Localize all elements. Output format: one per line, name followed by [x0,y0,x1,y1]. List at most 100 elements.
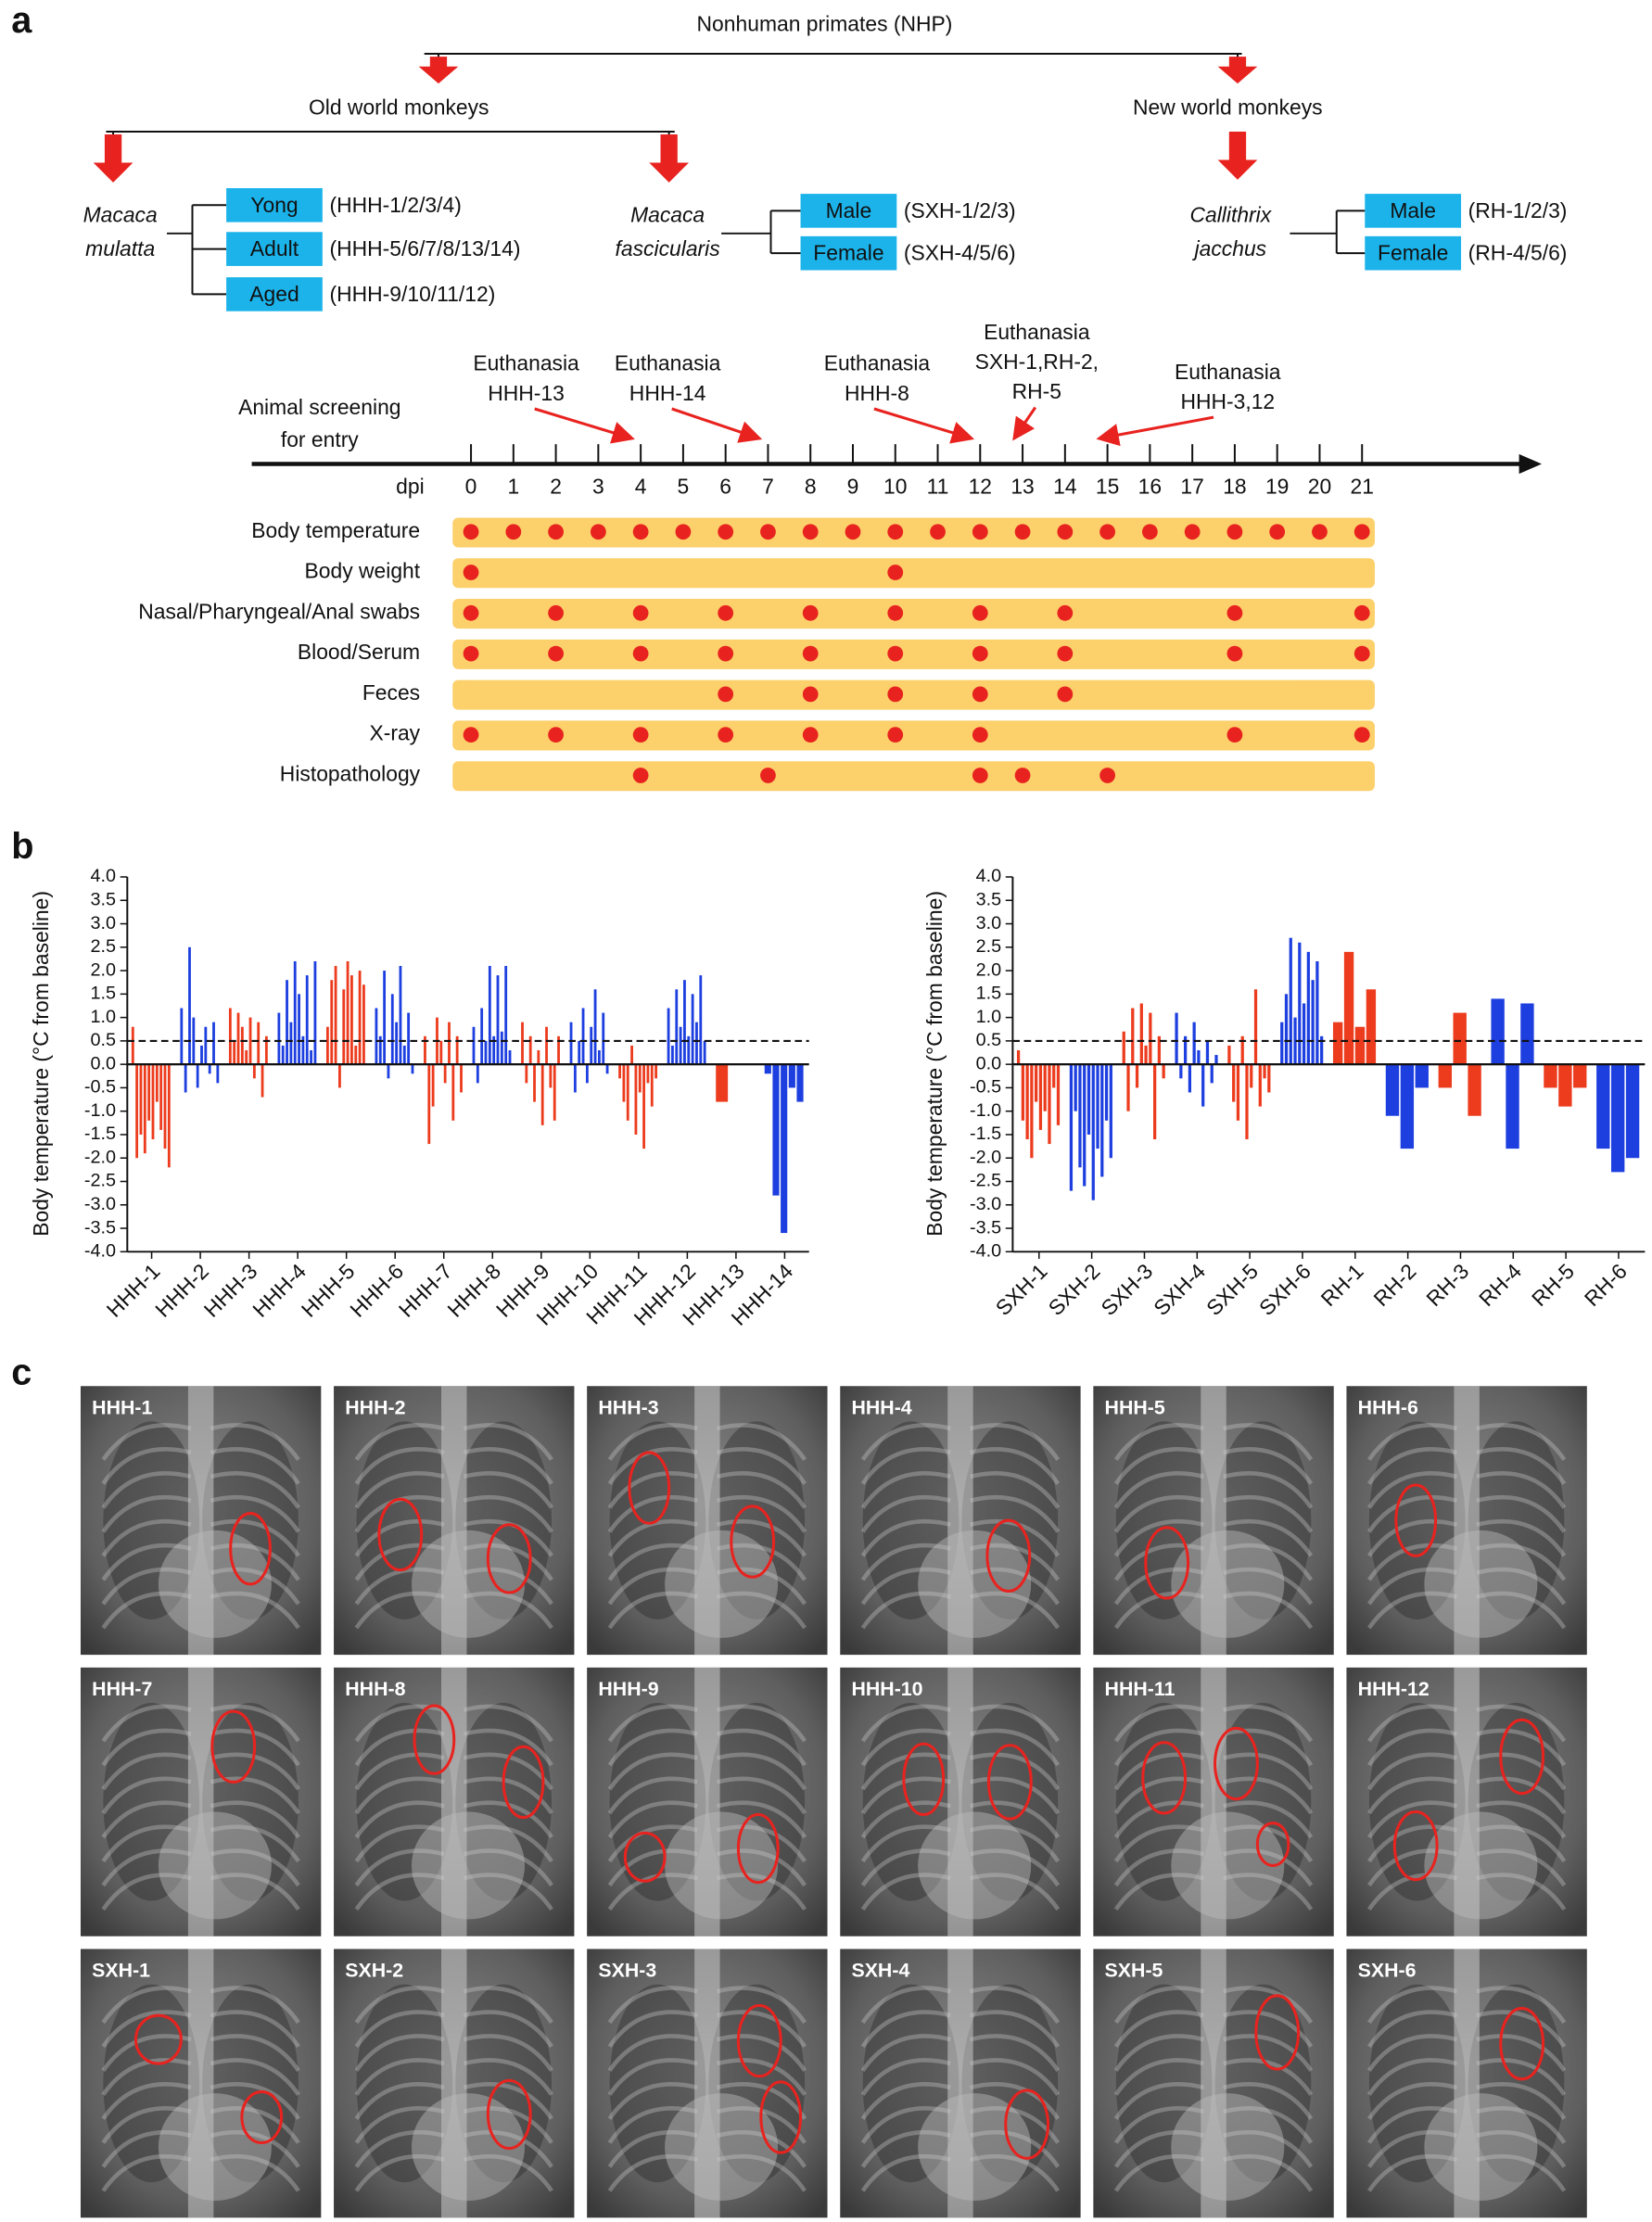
rib [354,1591,445,1630]
rib [970,1986,1061,2025]
rib [716,1447,807,1485]
bar [642,1064,645,1149]
tick-label: 16 [1138,474,1162,498]
rib [354,1567,445,1606]
rib [1113,1518,1204,1557]
sample-dot [1099,768,1116,783]
lesion-circle [1499,2007,1545,2081]
tree-root: Nonhuman primates (NHP) [697,12,953,36]
rib [1223,2130,1314,2168]
rib [607,1471,698,1509]
bar [675,989,679,1065]
rib [463,1776,553,1815]
y-tick-label: 1.5 [91,984,117,1004]
bar [358,971,362,1065]
rib [1113,1986,1204,2025]
rib [463,2130,553,2168]
group-label: New world monkeys [1133,95,1323,120]
bar [1415,1064,1429,1088]
rib [860,1776,951,1815]
rib [970,2153,1061,2192]
rib [354,1423,445,1461]
sample-dot [463,727,479,743]
xray-label: SXH-4 [851,1960,909,1982]
xray-label: HHH-9 [598,1678,658,1700]
tick-label: 1 [507,474,519,498]
rib [607,2034,698,2072]
bar [638,1064,642,1093]
bar [212,1022,215,1065]
bar [1332,1022,1343,1065]
lesion-circle [133,2013,183,2065]
bar [1284,994,1289,1065]
rib [1476,1471,1567,1509]
bar [1596,1064,1610,1149]
row-label: Nasal/Pharyngeal/Anal swabs [138,599,420,623]
bar [1293,1017,1297,1065]
subgroup-label: Female [1378,241,1448,265]
bar [1289,937,1292,1065]
xray-label: HHH-11 [1105,1678,1175,1700]
sample-dot [632,768,649,783]
y-tick-label: -2.5 [970,1171,1001,1191]
bar [1144,1045,1148,1065]
bar [1025,1064,1029,1140]
rib [1476,1494,1567,1533]
lesion-circle [502,1745,545,1820]
heart [918,2093,1032,2202]
rib [210,1873,300,1911]
x-tick-label: RH-3 [1421,1259,1473,1311]
lesion-circle [730,1505,776,1579]
euthanasia-label: HHH-8 [845,381,909,405]
sample-dot [1226,604,1243,621]
rib [716,2153,807,2192]
rib [860,1986,951,2025]
rib [354,2130,445,2168]
rib [860,1543,951,1581]
rib [1113,1752,1204,1791]
bar [180,1008,184,1065]
rib [354,1728,445,1767]
bar [1100,1064,1104,1177]
bar [703,1040,706,1065]
rib [101,2010,192,2049]
xray-label: SXH-6 [1358,1960,1417,1982]
rib [1113,1591,1204,1630]
sample-dot [802,686,819,703]
bar [484,1040,488,1065]
sample-dot [463,604,479,621]
rib [354,2153,445,2192]
bar [593,989,597,1065]
tick-label: 19 [1265,474,1289,498]
rib [1476,1776,1567,1815]
rib [970,1800,1061,1839]
rib [1476,2106,1567,2144]
lung [1115,1702,1213,1901]
rib [1223,1567,1314,1606]
lesion-circle [1255,1822,1290,1867]
bar [796,1064,804,1102]
rib [1113,2153,1204,2192]
sample-dot [1353,727,1370,743]
rib [1223,1447,1314,1485]
bar [330,980,334,1065]
x-tick-label: RH-2 [1368,1259,1420,1311]
lung [202,1702,299,1901]
bar [1253,989,1258,1065]
bar [521,1022,524,1065]
spine [1201,1667,1226,1936]
rib [1366,1543,1458,1581]
lung [1468,1984,1565,2183]
tick-label: 4 [635,474,647,498]
sample-dot [548,604,564,621]
bar [1139,1003,1143,1065]
bar [1153,1064,1157,1140]
rib [463,1543,553,1581]
rib [716,2130,807,2168]
xray-panel: HHH-1 [80,1386,322,1656]
bar [646,1064,650,1084]
sample-dot [887,645,904,662]
rib [1366,1728,1458,1767]
rib [210,1848,300,1887]
sample-dot [548,727,564,743]
